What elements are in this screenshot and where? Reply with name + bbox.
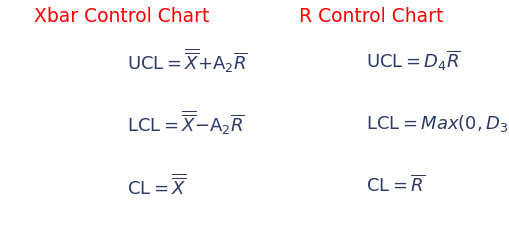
Text: $\mathrm{UCL{=}}$$\mathit{\overline{\overline{X}}}$$\mathrm{+A_2}$$\mathit{\over: $\mathrm{UCL{=}}$$\mathit{\overline{\ove… <box>127 46 248 74</box>
Text: $\mathrm{CL{=}}$$\mathit{\overline{\overline{X}}}$: $\mathrm{CL{=}}$$\mathit{\overline{\over… <box>127 172 187 198</box>
Text: Xbar Control Chart: Xbar Control Chart <box>35 7 210 26</box>
Text: $\mathrm{CL{=}}$$\mathit{\overline{R}}$: $\mathrm{CL{=}}$$\mathit{\overline{R}}$ <box>366 174 426 195</box>
Text: $\mathrm{UCL{=}}$$\mathit{D_4\overline{R}}$: $\mathrm{UCL{=}}$$\mathit{D_4\overline{R… <box>366 48 461 72</box>
Text: $\mathrm{LCL{=}}$$\mathit{Max(0,D_3\overline{R})}$: $\mathrm{LCL{=}}$$\mathit{Max(0,D_3\over… <box>366 110 509 135</box>
Text: $\mathrm{LCL{=}}$$\mathit{\overline{\overline{X}}}$$\mathrm{-A_2}$$\mathit{\over: $\mathrm{LCL{=}}$$\mathit{\overline{\ove… <box>127 108 245 137</box>
Text: R Control Chart: R Control Chart <box>299 7 444 26</box>
